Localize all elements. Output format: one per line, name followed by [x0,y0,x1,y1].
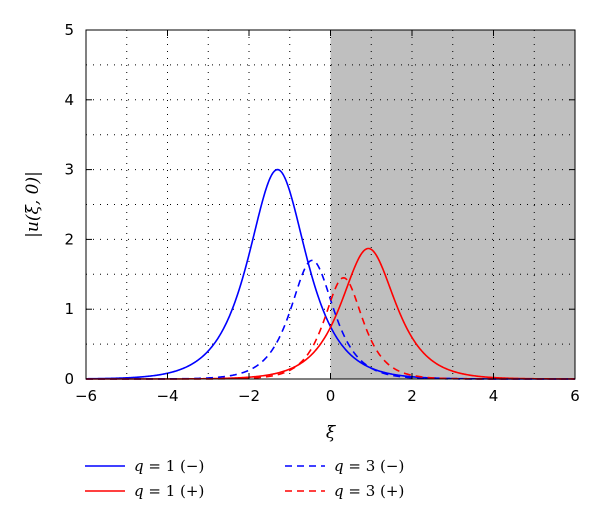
legend-label-q3-minus: q = 3 (−) [334,457,404,475]
y-tick-label: 0 [64,370,74,388]
ticks [85,29,576,380]
tick-labels: −6 −4 −2 0 2 4 6 0 1 2 3 4 5 [64,21,579,405]
x-axis-title: ξ [326,423,337,443]
legend: q = 1 (−) q = 3 (−) q = 1 (+) q = 3 (+) [85,457,404,500]
legend-label-q1-minus: q = 1 (−) [134,457,204,475]
y-axis-title: |u(ξ, 0)| [23,171,43,238]
x-tick-label: −2 [238,387,260,405]
shaded-region [330,30,575,379]
x-tick-label: −6 [75,387,97,405]
x-tick-label: 2 [407,387,417,405]
x-tick-label: 6 [570,387,580,405]
x-tick-label: −4 [156,387,178,405]
y-tick-label: 1 [64,300,74,318]
x-tick-label: 4 [489,387,499,405]
y-tick-label: 4 [64,91,74,109]
legend-label-q3-plus: q = 3 (+) [334,482,404,500]
y-tick-label: 5 [64,21,74,39]
y-tick-label: 3 [64,161,74,179]
x-tick-label: 0 [326,387,336,405]
y-tick-label: 2 [64,230,74,248]
legend-label-q1-plus: q = 1 (+) [134,482,204,500]
